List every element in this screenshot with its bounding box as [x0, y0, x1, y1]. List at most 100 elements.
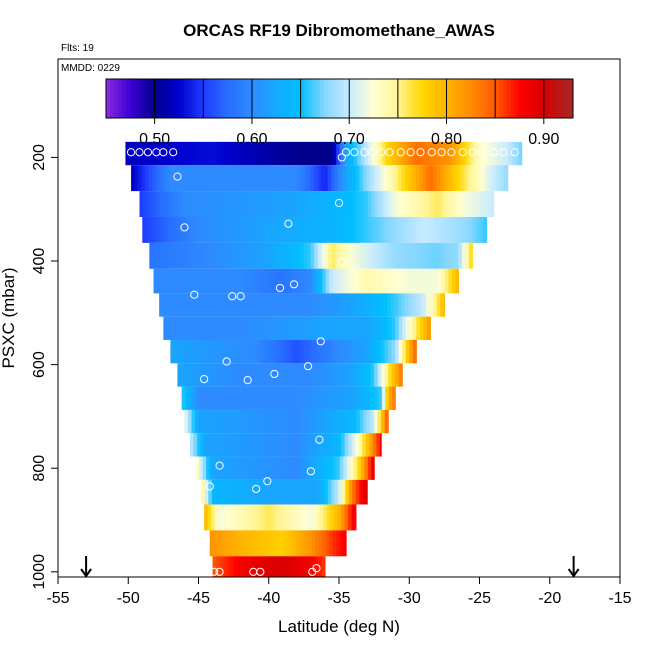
heatmap-cell [423, 316, 428, 341]
heatmap-cell [229, 165, 234, 192]
heatmap-cell [300, 316, 305, 341]
heatmap-cell [311, 268, 316, 294]
heatmap-cell [237, 363, 242, 387]
colorbar-swatch [183, 79, 189, 118]
heatmap-row [181, 386, 396, 410]
heatmap-cell [511, 141, 516, 166]
heatmap-cell [237, 530, 242, 557]
heatmap-cell [248, 191, 253, 217]
heatmap-cell [458, 242, 463, 269]
heatmap-cell [320, 504, 325, 531]
heatmap-cell [260, 433, 265, 457]
heatmap-cell [244, 268, 249, 294]
heatmap-cell [211, 433, 216, 457]
heatmap-cell [345, 165, 350, 192]
heatmap-cell [209, 316, 214, 341]
heatmap-cell [408, 165, 413, 192]
heatmap-cell [176, 165, 181, 192]
heatmap-cell [282, 409, 287, 434]
heatmap-cell [395, 268, 401, 294]
heatmap-cell [128, 141, 134, 166]
heatmap-cell [233, 363, 238, 387]
heatmap-cell [251, 242, 256, 269]
heatmap-cell [378, 191, 383, 217]
heatmap-cell [234, 268, 239, 294]
heatmap-cell [339, 530, 344, 557]
heatmap-cell [257, 479, 262, 505]
heatmap-cell [306, 293, 311, 317]
heatmap-cell [489, 165, 494, 192]
sample-point [243, 376, 252, 385]
heatmap-cell [461, 216, 467, 243]
heatmap-cell [374, 268, 379, 294]
heatmap-cell [191, 409, 196, 434]
heatmap-cell [251, 316, 256, 341]
colorbar-swatch [203, 79, 208, 118]
heatmap-cell [381, 268, 386, 294]
colorbar-swatch [378, 79, 383, 118]
heatmap-cell [469, 191, 474, 217]
heatmap-cell [346, 386, 351, 410]
heatmap-cell [253, 433, 258, 457]
heatmap-cell [270, 504, 275, 531]
heatmap-cell [342, 409, 347, 434]
sample-point [406, 148, 415, 157]
x-tick-label: -15 [608, 590, 631, 607]
heatmap-cell [287, 456, 292, 480]
heatmap-cell [170, 316, 175, 341]
heatmap-cell [163, 216, 168, 243]
heatmap-cell [240, 363, 245, 387]
heatmap-cell [202, 316, 207, 341]
heatmap-cell [254, 409, 259, 434]
heatmap-cell [226, 340, 231, 364]
heatmap-cell [427, 268, 432, 294]
colorbar-swatch [137, 79, 142, 118]
heatmap-cell [286, 556, 291, 577]
heatmap-cell [268, 556, 273, 577]
heatmap-cell [475, 165, 480, 192]
y-axis-label: PSXC (mbar) [0, 267, 18, 368]
heatmap-cell [334, 504, 339, 531]
heatmap-cell [282, 165, 287, 192]
heatmap-cell [223, 340, 228, 364]
heatmap-cell [289, 479, 294, 505]
heatmap-cell [447, 216, 452, 243]
heatmap-cell [483, 191, 488, 217]
heatmap-cell [378, 386, 383, 410]
heatmap-cell [236, 165, 241, 192]
heatmap-cell [152, 242, 157, 269]
heatmap-cell [292, 293, 297, 317]
heatmap-cell [187, 409, 193, 434]
heatmap-cell [204, 479, 209, 505]
colorbar-swatch [141, 79, 146, 118]
heatmap-cell [335, 316, 340, 341]
heatmap-cell [279, 191, 285, 217]
heatmap-cell [244, 386, 249, 410]
heatmap-cell [307, 316, 312, 341]
x-axis-label: Latitude (deg N) [278, 617, 400, 636]
heatmap-cell [173, 165, 178, 192]
heatmap-cell [337, 433, 342, 457]
heatmap-cell [251, 340, 256, 364]
heatmap-cell [246, 293, 252, 317]
heatmap-cell [297, 530, 302, 557]
heatmap-cell [239, 504, 244, 531]
heatmap-cell [295, 504, 300, 531]
heatmap-cell [174, 268, 179, 294]
heatmap-cell [405, 216, 410, 243]
heatmap-cell [392, 268, 397, 294]
heatmap-cell [398, 340, 403, 364]
heatmap-cell [275, 293, 280, 317]
colorbar-swatch [156, 79, 161, 118]
heatmap-cell [518, 141, 523, 166]
heatmap-cell [387, 293, 392, 317]
heatmap-cell [339, 268, 344, 294]
colorbar-tick-label: 0.70 [334, 131, 365, 148]
heatmap-cell [335, 363, 340, 387]
heatmap-cell [282, 293, 287, 317]
heatmap-cell [166, 293, 171, 317]
heatmap-cell [381, 141, 386, 166]
heatmap-cell [237, 216, 242, 243]
heatmap-cell [412, 293, 417, 317]
colorbar-swatch [456, 79, 461, 118]
